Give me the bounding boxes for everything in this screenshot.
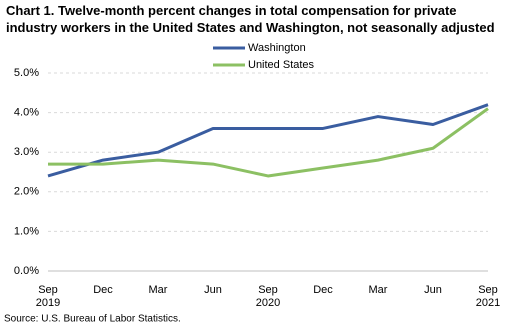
chart-title: Chart 1. Twelve-month percent changes in… xyxy=(6,3,495,35)
x-tick-label: Sep 2020 xyxy=(256,284,280,309)
x-tick-label: Sep 2021 xyxy=(476,284,500,309)
source-note: Source: U.S. Bureau of Labor Statistics. xyxy=(4,314,181,325)
y-tick-label: 5.0% xyxy=(14,67,39,79)
series-line xyxy=(48,107,489,178)
x-tick-label: Dec xyxy=(313,284,333,296)
y-tick-label: 4.0% xyxy=(14,107,39,119)
x-tick-label: Mar xyxy=(369,284,388,296)
series-line xyxy=(47,103,489,178)
x-tick-label: Mar xyxy=(149,284,168,296)
y-tick-label: 0.0% xyxy=(14,265,39,277)
legend-label: Washington xyxy=(248,42,306,54)
x-tick-label: Dec xyxy=(93,284,113,296)
x-tick-label: Sep 2019 xyxy=(36,284,60,309)
x-tick-label: Jun xyxy=(424,284,442,296)
y-tick-label: 1.0% xyxy=(14,225,39,237)
y-tick-label: 3.0% xyxy=(14,146,39,158)
y-tick-label: 2.0% xyxy=(14,186,39,198)
x-tick-label: Jun xyxy=(204,284,222,296)
legend-label: United States xyxy=(248,59,315,71)
